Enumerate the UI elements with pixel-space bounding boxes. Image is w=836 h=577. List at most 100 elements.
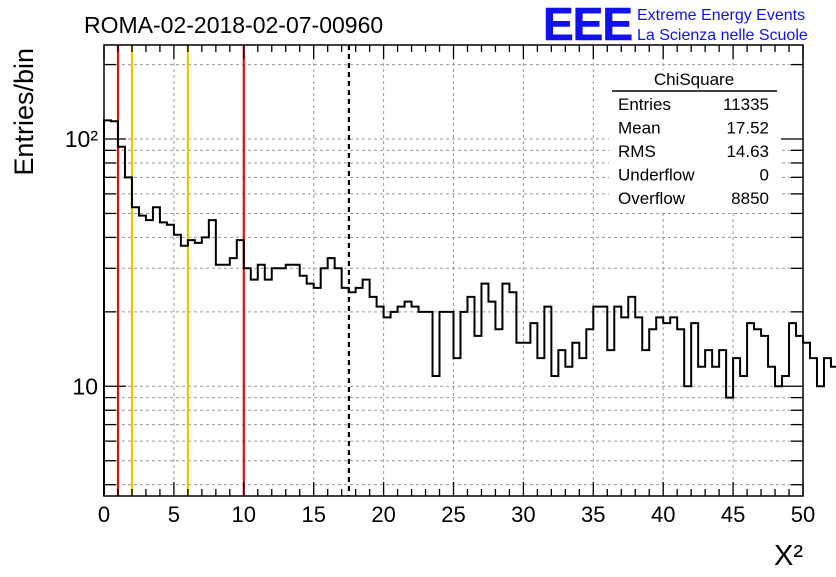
histogram-bin xyxy=(817,386,824,496)
stats-row-label: Overflow xyxy=(618,189,686,208)
histogram-bin xyxy=(195,243,202,496)
histogram-bin xyxy=(356,288,363,496)
histogram-bin xyxy=(579,358,586,496)
histogram-bin xyxy=(209,220,216,496)
histogram-bin xyxy=(614,307,621,496)
histogram-bin xyxy=(328,258,335,496)
histogram-bin xyxy=(698,367,705,496)
histogram-bin xyxy=(405,302,412,496)
histogram-bin xyxy=(181,246,188,496)
histogram-bin xyxy=(677,329,684,496)
x-tick-label: 10 xyxy=(232,502,256,527)
histogram-bin xyxy=(460,312,467,496)
histogram-bin xyxy=(398,307,405,496)
histogram-bin xyxy=(251,280,258,496)
histogram-bin xyxy=(384,317,391,496)
histogram-bin xyxy=(321,268,328,496)
stats-row-value: 17.52 xyxy=(726,119,769,138)
histogram-bin xyxy=(684,386,691,496)
histogram-bin xyxy=(537,358,544,496)
stats-box-title: ChiSquare xyxy=(654,70,734,89)
histogram-bin xyxy=(286,265,293,496)
stats-row-label: Mean xyxy=(618,119,661,138)
histogram-bin xyxy=(572,343,579,496)
histogram-bin xyxy=(670,317,677,496)
reference-lines-layer xyxy=(116,45,351,496)
histogram-bin xyxy=(754,329,761,496)
histogram-bin xyxy=(167,225,174,496)
x-tick-label: 20 xyxy=(371,502,395,527)
histogram-bin xyxy=(216,265,223,496)
histogram-bin xyxy=(300,276,307,496)
histogram-outline xyxy=(103,119,836,496)
histogram-bin xyxy=(118,147,125,496)
histogram-bin xyxy=(803,343,810,496)
stats-row-value: 8850 xyxy=(731,189,769,208)
stats-rows: Entries 11335 Mean 17.52 RMS 14.63 Underflow 0 O… xyxy=(618,95,769,208)
histogram-bin xyxy=(391,312,398,496)
x-tick-label: 35 xyxy=(581,502,605,527)
histogram-bin xyxy=(314,288,321,496)
histogram-bin xyxy=(782,376,789,496)
run-title: ROMA-02-2018-02-07-00960 xyxy=(84,12,383,38)
histogram-bin xyxy=(279,268,286,496)
histogram-bin xyxy=(768,367,775,496)
org-line-2: La Scienza nelle Scuole xyxy=(637,27,808,44)
x-tick-label: 5 xyxy=(168,502,180,527)
histogram-bin xyxy=(544,307,551,496)
histogram-bin xyxy=(810,358,817,496)
stats-row-value: 11335 xyxy=(723,95,769,114)
histogram-bin xyxy=(426,312,433,496)
histogram-bin xyxy=(502,284,509,496)
histogram-bin xyxy=(558,350,565,496)
histogram-bin xyxy=(530,323,537,496)
histogram-bin xyxy=(342,288,349,496)
histogram-bin xyxy=(440,312,447,496)
histogram-bin xyxy=(516,343,523,496)
org-line-1: Extreme Energy Events xyxy=(637,7,805,24)
histogram-bin xyxy=(789,323,796,496)
histogram-bin xyxy=(139,216,146,496)
histogram-bin xyxy=(125,177,132,496)
histogram-bin xyxy=(565,367,572,496)
stats-row-label: Entries xyxy=(618,95,671,114)
histogram-bin xyxy=(307,284,314,496)
logo-text: EEE xyxy=(543,0,632,50)
histogram-bin xyxy=(237,240,244,496)
histogram-bin xyxy=(447,312,454,496)
x-axis-title: X² xyxy=(774,540,803,572)
histogram-bin xyxy=(349,292,356,496)
x-tick-label: 15 xyxy=(301,502,325,527)
histogram-bin xyxy=(719,350,726,496)
histogram-bin xyxy=(223,265,230,496)
histogram-bin xyxy=(272,268,279,496)
x-tick-label: 25 xyxy=(441,502,465,527)
histogram-bin xyxy=(775,386,782,496)
histogram-bin xyxy=(705,350,712,496)
histogram-bin xyxy=(153,207,160,496)
histogram-bin xyxy=(733,358,740,496)
histogram-bin xyxy=(495,329,502,496)
histogram-bin xyxy=(433,376,440,496)
histogram-bin xyxy=(649,329,656,496)
histogram-bin xyxy=(621,317,628,496)
eee-logo: EEE Extreme Energy Events La Scienza nel… xyxy=(543,0,808,50)
histogram-bin xyxy=(747,323,754,496)
histogram-bin xyxy=(363,280,370,496)
histogram-bin xyxy=(761,336,768,496)
histogram-bin xyxy=(146,220,153,496)
histogram-bin xyxy=(412,307,419,496)
stats-row-label: RMS xyxy=(618,142,656,161)
histogram-bin xyxy=(160,222,167,496)
histogram-bin xyxy=(593,307,600,496)
histogram-bin xyxy=(831,367,836,496)
x-tick-label: 50 xyxy=(791,502,815,527)
histogram-bin xyxy=(244,268,251,496)
y-tick-label: 10² xyxy=(65,126,99,152)
histogram-bin xyxy=(586,329,593,496)
histogram-bin xyxy=(467,297,474,496)
x-tick-label: 30 xyxy=(511,502,535,527)
histogram-bin xyxy=(474,336,481,496)
